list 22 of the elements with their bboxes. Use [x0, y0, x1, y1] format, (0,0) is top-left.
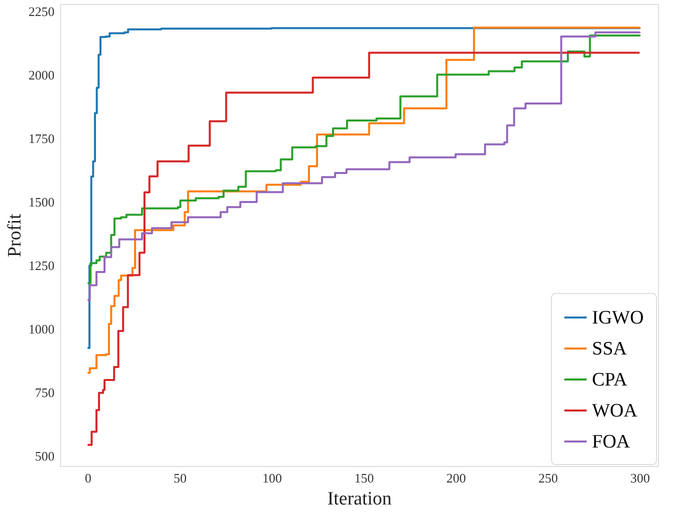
y-tick-label: 2250	[28, 4, 54, 20]
x-tick-label: 250	[538, 470, 558, 486]
x-tick-label: 0	[84, 470, 92, 486]
y-tick-label: 2000	[28, 68, 54, 83]
legend-label: WOA	[592, 400, 638, 422]
y-tick-label: 1750	[28, 131, 54, 146]
y-axis-title: Profit	[4, 213, 26, 258]
x-tick-label: 150	[354, 470, 374, 486]
legend-label: CPA	[592, 370, 628, 390]
x-tick-label: 100	[262, 470, 282, 486]
y-tick-label: 1500	[28, 194, 54, 210]
x-tick-label: 50	[174, 470, 187, 486]
legend-label: IGWO	[592, 308, 644, 328]
y-tick-label: 750	[35, 384, 54, 400]
x-tick-label: 300	[630, 470, 650, 486]
x-axis-title: Iteration	[327, 488, 392, 510]
legend-label: FOA	[592, 432, 630, 452]
x-tick-label: 200	[446, 470, 466, 486]
legend-label: SSA	[592, 338, 628, 360]
y-tick-label: 1250	[28, 258, 54, 273]
y-tick-label: 1000	[28, 321, 54, 336]
y-tick-label: 500	[35, 448, 54, 464]
